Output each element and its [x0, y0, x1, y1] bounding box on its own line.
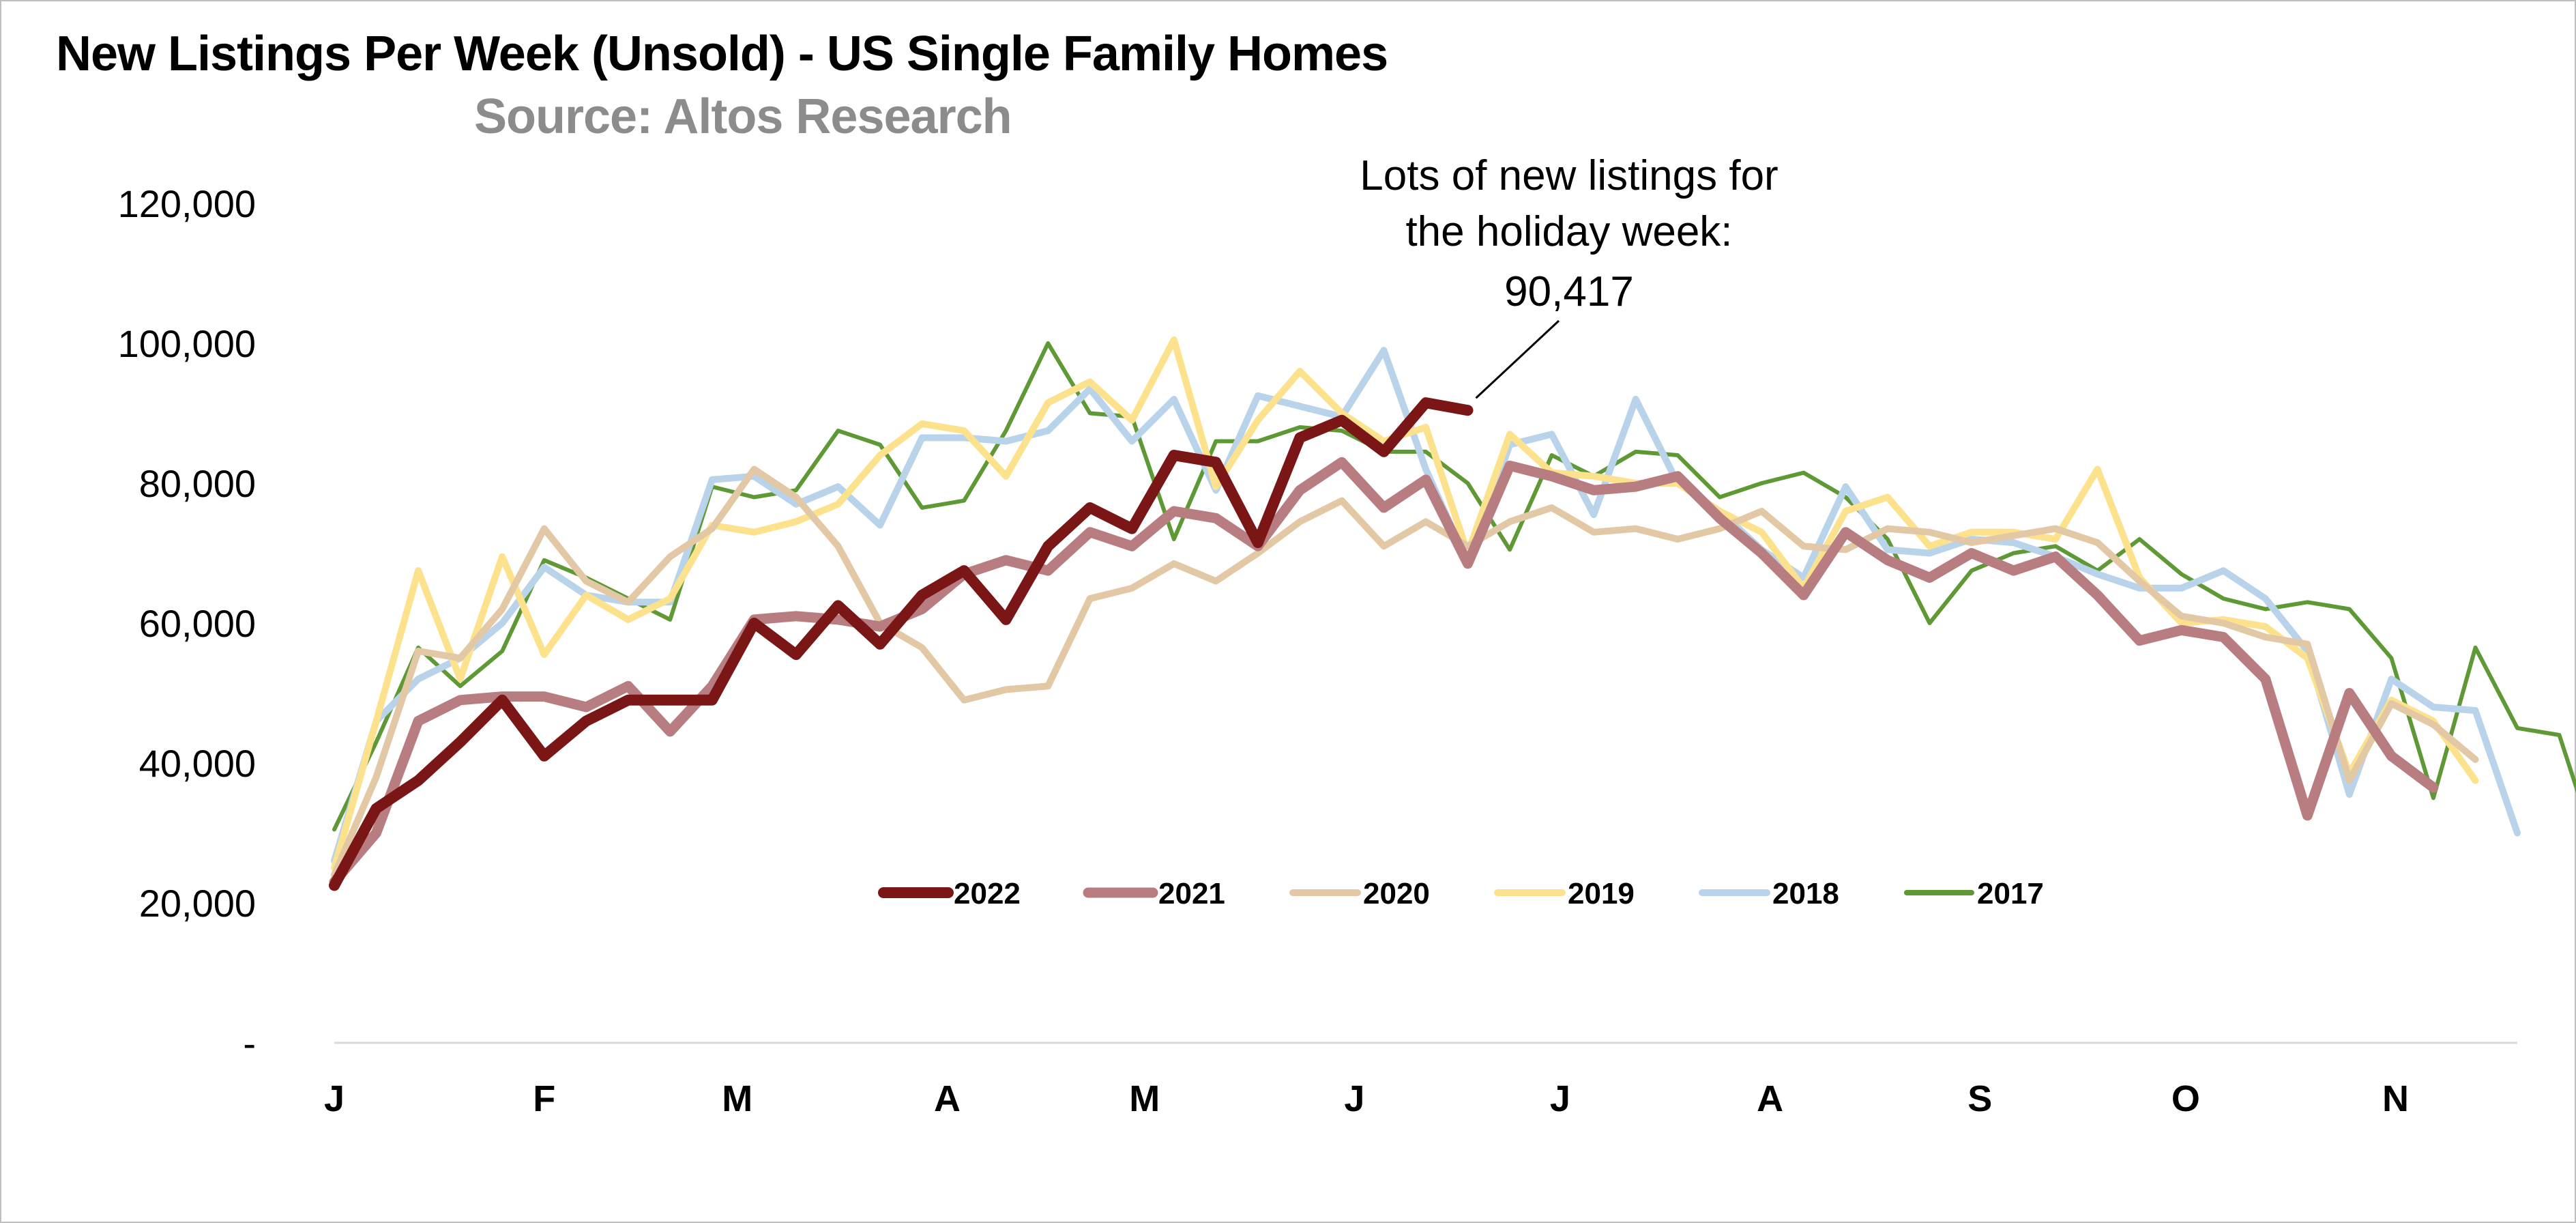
x-tick-label: F: [533, 1078, 555, 1119]
x-tick-label: J: [1550, 1078, 1570, 1119]
legend-label-2022: 2022: [954, 877, 1021, 910]
x-tick-label: O: [2171, 1078, 2200, 1119]
legend-label-2020: 2020: [1363, 877, 1430, 910]
y-axis: - 20,000 40,000 60,000 80,000 100,000 120,000: [118, 182, 256, 1065]
annotation-leader-line: [1475, 319, 1560, 399]
x-tick-label: A: [934, 1078, 961, 1119]
series-lines: [329, 336, 2576, 891]
x-axis: JFMAMJJASOND: [324, 1041, 2517, 1119]
y-tick-label: 120,000: [118, 182, 256, 225]
series-line-2022: [329, 397, 1474, 891]
series-line-2020: [331, 465, 2479, 878]
legend-label-2017: 2017: [1977, 877, 2044, 910]
legend: 2022 2021 2020 2019 2018 2017: [878, 877, 2044, 910]
annotation-text: 90,417: [1504, 268, 1634, 315]
x-tick-label: N: [2382, 1078, 2409, 1119]
x-tick-label: A: [1757, 1078, 1783, 1119]
x-tick-label: S: [1967, 1078, 1992, 1119]
y-tick-label: 100,000: [118, 322, 256, 365]
y-tick-label: 20,000: [139, 882, 256, 925]
x-tick-label: J: [1344, 1078, 1364, 1119]
y-tick-label: 60,000: [139, 602, 256, 645]
legend-label-2019: 2019: [1568, 877, 1635, 910]
legend-label-2018: 2018: [1772, 877, 1839, 910]
annotation-text: Lots of new listings for: [1360, 152, 1778, 199]
y-tick-label: 40,000: [139, 742, 256, 785]
y-tick-label: -: [243, 1022, 256, 1065]
chart-title: New Listings Per Week (Unsold) - US Sing…: [56, 27, 1388, 81]
legend-label-2021: 2021: [1158, 877, 1225, 910]
chart-subtitle: Source: Altos Research: [474, 89, 1012, 144]
annotation-text: the holiday week:: [1405, 208, 1732, 255]
y-tick-label: 80,000: [139, 462, 256, 505]
series-line-2021: [329, 457, 2439, 887]
x-tick-label: M: [722, 1078, 752, 1119]
x-tick-label: M: [1129, 1078, 1160, 1119]
annotation: Lots of new listings for the holiday week…: [1360, 152, 1779, 399]
x-tick-label: J: [324, 1078, 345, 1119]
